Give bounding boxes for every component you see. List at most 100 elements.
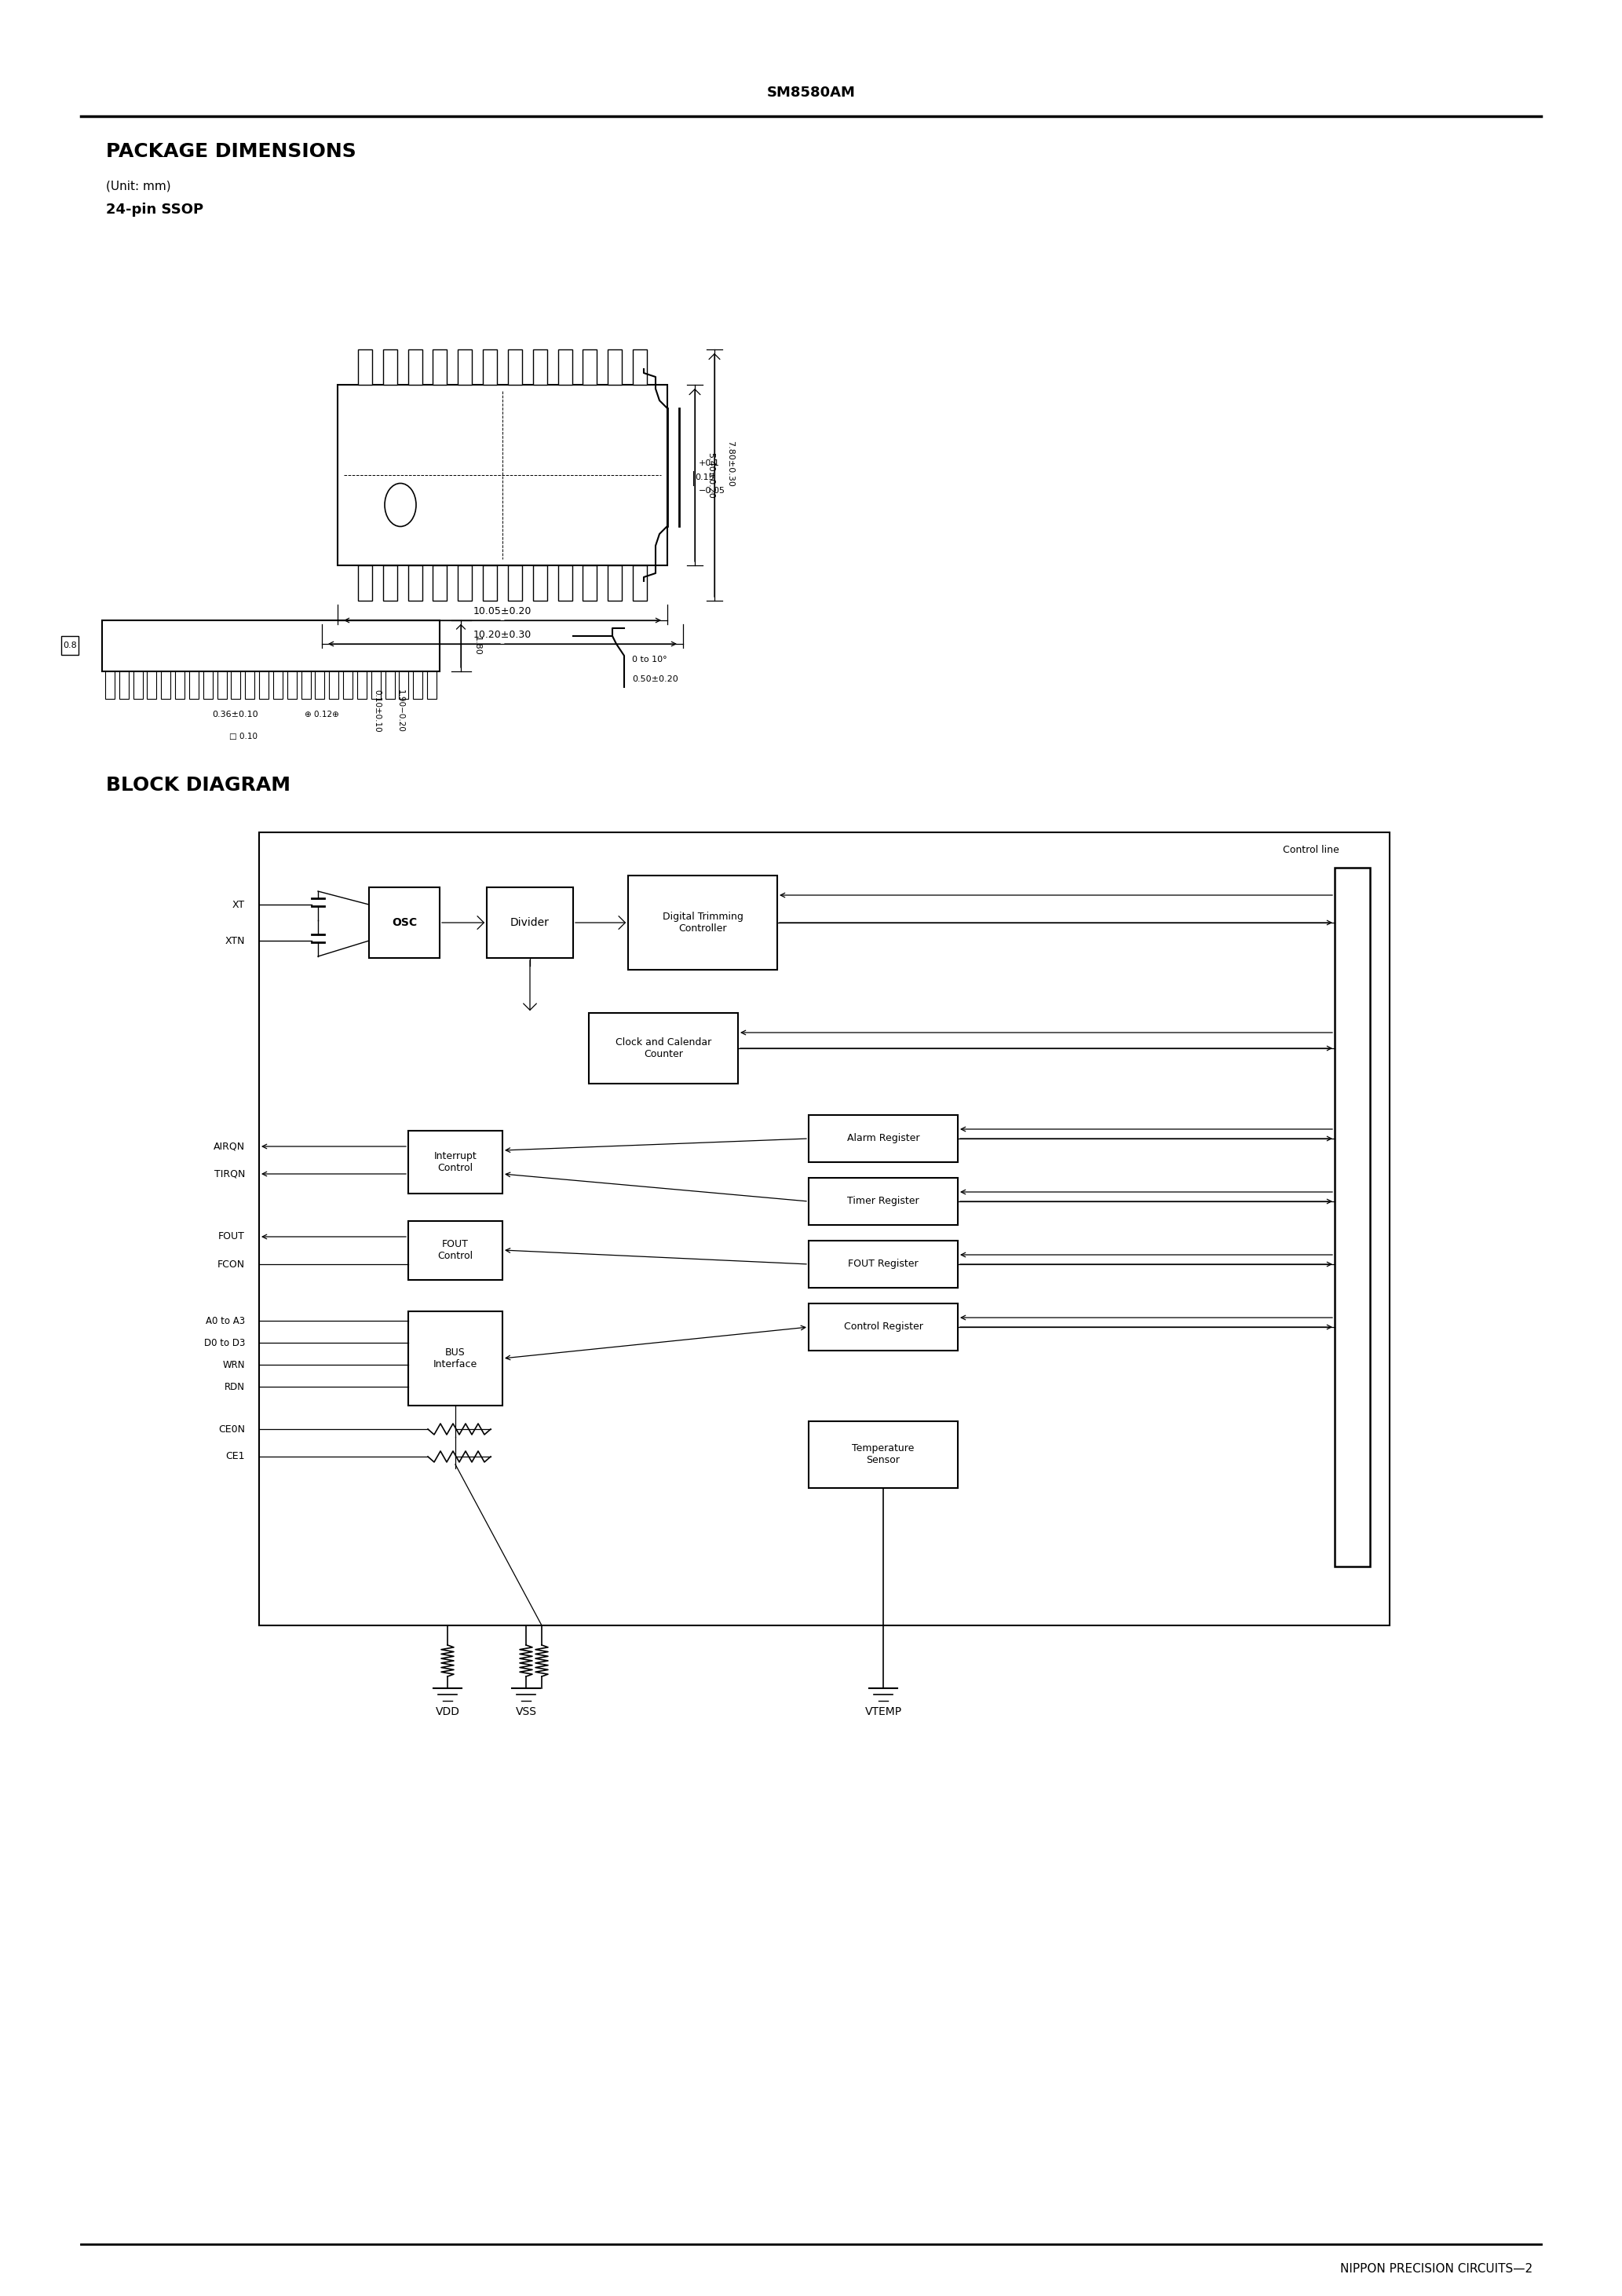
Text: BLOCK DIAGRAM: BLOCK DIAGRAM xyxy=(105,776,290,794)
Bar xyxy=(102,620,440,670)
Bar xyxy=(409,1130,503,1194)
Text: XT: XT xyxy=(232,900,245,909)
Text: (Unit: mm): (Unit: mm) xyxy=(105,179,170,193)
Bar xyxy=(384,670,394,698)
Bar xyxy=(383,349,397,386)
Bar xyxy=(190,670,198,698)
Bar xyxy=(302,670,310,698)
Text: 7.80±0.30: 7.80±0.30 xyxy=(727,441,735,487)
Bar xyxy=(409,565,422,602)
Text: CE1: CE1 xyxy=(225,1451,245,1463)
Bar xyxy=(558,565,573,602)
Text: FOUT
Control: FOUT Control xyxy=(438,1240,474,1261)
Bar xyxy=(358,565,371,602)
Text: D0 to D3: D0 to D3 xyxy=(204,1339,245,1348)
Bar xyxy=(582,565,597,602)
Text: FOUT: FOUT xyxy=(219,1231,245,1242)
Text: Control line: Control line xyxy=(1283,845,1340,854)
Text: 0.8: 0.8 xyxy=(63,641,76,650)
Bar xyxy=(433,565,448,602)
Text: Divider: Divider xyxy=(511,916,550,928)
Bar xyxy=(245,670,255,698)
Text: A0 to A3: A0 to A3 xyxy=(206,1316,245,1325)
Text: 24-pin SSOP: 24-pin SSOP xyxy=(105,202,203,216)
Bar xyxy=(633,565,647,602)
Text: OSC: OSC xyxy=(391,916,417,928)
Bar xyxy=(608,349,621,386)
Ellipse shape xyxy=(384,482,417,526)
Bar xyxy=(487,886,573,957)
Bar xyxy=(203,670,212,698)
Text: FCON: FCON xyxy=(217,1258,245,1270)
Text: RDN: RDN xyxy=(224,1382,245,1391)
Text: XTN: XTN xyxy=(225,934,245,946)
Bar xyxy=(414,670,422,698)
Bar xyxy=(508,349,522,386)
Text: CE0N: CE0N xyxy=(219,1424,245,1435)
Text: PACKAGE DIMENSIONS: PACKAGE DIMENSIONS xyxy=(105,142,357,161)
Text: Temperature
Sensor: Temperature Sensor xyxy=(852,1444,915,1465)
Text: BUS
Interface: BUS Interface xyxy=(433,1348,477,1368)
Text: AIRQN: AIRQN xyxy=(214,1141,245,1153)
Bar xyxy=(232,670,240,698)
Text: 10.05±0.20: 10.05±0.20 xyxy=(474,606,532,615)
Text: VDD: VDD xyxy=(435,1706,459,1717)
Bar xyxy=(427,670,436,698)
Bar xyxy=(399,670,409,698)
Bar xyxy=(62,636,78,654)
Text: Timer Register: Timer Register xyxy=(847,1196,920,1205)
Text: Alarm Register: Alarm Register xyxy=(847,1134,920,1143)
Bar xyxy=(809,1240,959,1288)
Text: SM8580AM: SM8580AM xyxy=(767,85,855,99)
Bar xyxy=(272,670,282,698)
Bar xyxy=(433,349,448,386)
Bar xyxy=(628,875,777,969)
Text: ⊕ 0.12⊕: ⊕ 0.12⊕ xyxy=(305,712,339,719)
Text: Interrupt
Control: Interrupt Control xyxy=(433,1150,477,1173)
Bar xyxy=(358,349,371,386)
Text: FOUT Register: FOUT Register xyxy=(848,1258,918,1270)
Text: 1.80: 1.80 xyxy=(474,636,482,654)
Text: +0.1: +0.1 xyxy=(699,459,720,466)
Bar xyxy=(608,565,621,602)
Bar xyxy=(105,670,115,698)
Bar xyxy=(329,670,339,698)
Text: Clock and Calendar
Counter: Clock and Calendar Counter xyxy=(615,1038,712,1058)
Bar xyxy=(809,1304,959,1350)
Bar xyxy=(809,1178,959,1226)
Bar xyxy=(457,349,472,386)
Bar xyxy=(1335,868,1371,1566)
Bar xyxy=(161,670,170,698)
Text: Control Register: Control Register xyxy=(843,1322,923,1332)
Text: 5.40±0.20: 5.40±0.20 xyxy=(707,452,714,498)
Bar xyxy=(357,670,367,698)
Bar xyxy=(483,565,496,602)
Text: 0.36±0.10: 0.36±0.10 xyxy=(212,712,258,719)
Bar xyxy=(409,1221,503,1279)
Bar xyxy=(534,349,547,386)
Text: 1.90−0.20: 1.90−0.20 xyxy=(396,689,404,732)
Bar xyxy=(260,670,269,698)
Text: 0.50±0.20: 0.50±0.20 xyxy=(633,675,678,684)
Bar xyxy=(118,670,128,698)
Bar xyxy=(457,565,472,602)
Bar xyxy=(809,1116,959,1162)
Bar xyxy=(315,670,324,698)
Text: 0 to 10°: 0 to 10° xyxy=(633,657,667,664)
Text: 0.15: 0.15 xyxy=(694,473,714,482)
Bar xyxy=(508,565,522,602)
Bar xyxy=(409,1311,503,1405)
Text: −0.05: −0.05 xyxy=(699,487,725,494)
Bar xyxy=(483,349,496,386)
Text: WRN: WRN xyxy=(222,1359,245,1371)
Text: □ 0.10: □ 0.10 xyxy=(229,732,258,742)
Bar xyxy=(337,386,667,565)
Bar xyxy=(809,1421,959,1488)
Bar xyxy=(589,1013,738,1084)
Bar xyxy=(534,565,547,602)
Bar xyxy=(368,886,440,957)
Bar xyxy=(287,670,297,698)
Text: Digital Trimming
Controller: Digital Trimming Controller xyxy=(662,912,743,934)
Bar xyxy=(558,349,573,386)
Bar xyxy=(133,670,143,698)
